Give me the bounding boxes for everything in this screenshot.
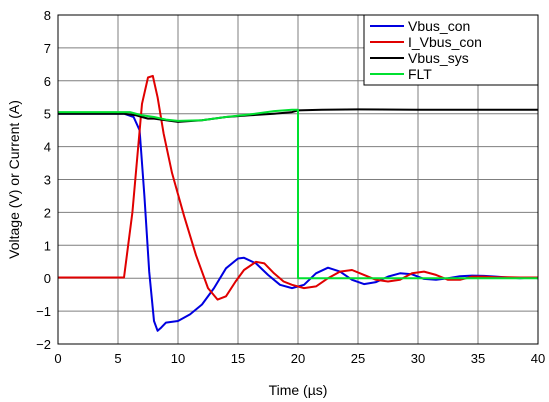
x-tick-label: 15 [231,351,245,366]
x-tick-label: 0 [54,351,61,366]
legend-label: Vbus_sys [408,50,469,66]
plot-frame [57,14,539,345]
tick-labels: 0 5 10 15 20 25 30 35 40 −2 −1 0 1 2 3 4 5 6 7 8 [36,8,545,366]
y-tick-label: 5 [44,107,51,122]
series-layer [58,74,539,332]
y-tick-label: 8 [44,8,51,23]
x-tick-label: 20 [291,351,305,366]
y-tick-label: 0 [44,271,51,286]
y-tick-label: 1 [44,238,51,253]
x-tick-label: 30 [411,351,425,366]
legend-label: I_Vbus_con [408,34,482,50]
series-line-flt [58,108,538,280]
y-tick-label: 6 [44,74,51,89]
y-tick-label: −1 [36,304,51,319]
x-tick-label: 10 [171,351,185,366]
x-tick-label: 40 [531,351,545,366]
y-tick-label: 2 [44,205,51,220]
y-tick-label: 3 [44,173,51,188]
y-axis-label: Voltage (V) or Current (A) [6,100,22,259]
y-tick-label: −2 [36,337,51,352]
x-tick-label: 25 [351,351,365,366]
x-axis-label: Time (µs) [269,382,328,398]
legend-label: FLT [408,66,432,82]
y-tick-label: 4 [44,140,51,155]
series-line-i-vbus-con [58,74,538,301]
x-tick-label: 5 [114,351,121,366]
legend-label: Vbus_con [408,18,470,34]
x-tick-label: 35 [471,351,485,366]
y-tick-label: 7 [44,41,51,56]
